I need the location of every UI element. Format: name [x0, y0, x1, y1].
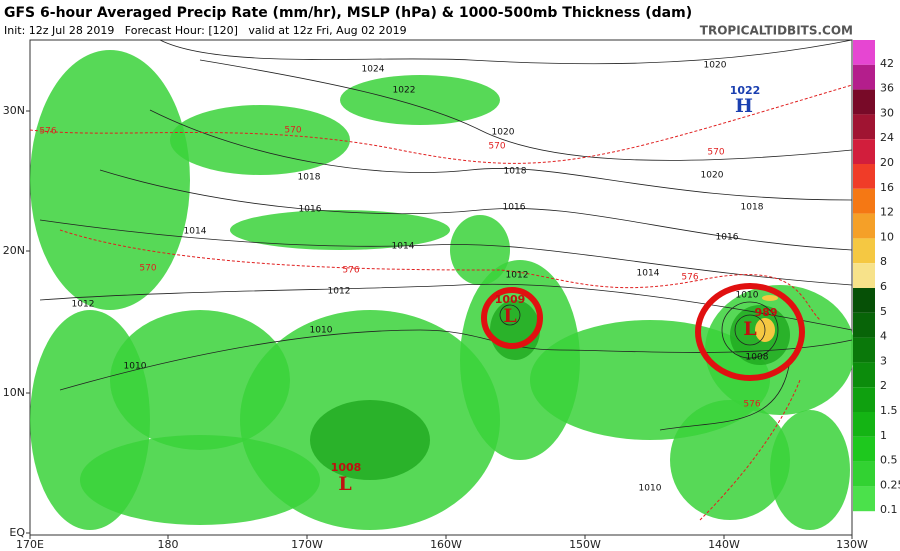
isobar-label: 1012 — [328, 287, 351, 297]
pressure-centers: 1022 H 1008 L 1009 L 989 L — [331, 84, 778, 495]
isobar-label: 1016 — [299, 205, 322, 215]
colorbar-label: 20 — [880, 156, 894, 169]
isobar-label: 1008 — [746, 353, 769, 363]
low-symbol: L — [338, 473, 351, 495]
lon-label: 170E — [16, 538, 44, 551]
colorbar-label: 0.1 — [880, 503, 898, 516]
lat-label: 10N — [3, 386, 25, 399]
isobar-label: 1014 — [184, 227, 207, 237]
low-pressure: 989 — [755, 306, 778, 319]
colorbar-cell — [853, 486, 875, 512]
map: 1024 1022 1020 1020 1018 1020 1018 1016 … — [29, 39, 855, 536]
isobar-label: 1012 — [72, 300, 95, 310]
colorbar-cell — [853, 89, 875, 115]
isobar-label: 1010 — [310, 326, 333, 336]
colorbar-label: 24 — [880, 131, 894, 144]
high-pressure: 1022 — [730, 84, 761, 97]
colorbar-label: 0.5 — [880, 454, 898, 467]
colorbar-label: 12 — [880, 206, 894, 219]
init-line: Init: 12z Jul 28 2019 Forecast Hour: [12… — [4, 24, 407, 37]
colorbar-cell — [853, 312, 875, 338]
thickness-label: 570 — [284, 126, 301, 136]
lat-label: 30N — [3, 104, 25, 117]
low-pressure: 1009 — [495, 293, 526, 306]
low-symbol: L — [503, 305, 516, 327]
isobar-label: 1014 — [637, 269, 660, 279]
isobar-label: 1022 — [393, 86, 416, 96]
thickness-labels: 576 570 570 570 570 576 576 576 — [39, 126, 760, 410]
colorbar-label: 4 — [880, 330, 887, 343]
colorbar-cell — [853, 263, 875, 288]
thickness-label: 570 — [139, 264, 156, 274]
lat-label: 20N — [3, 244, 25, 257]
source: TROPICALTIDBITS.COM — [700, 24, 853, 38]
isobar-label: 1024 — [362, 65, 385, 75]
colorbar-cell — [853, 387, 875, 412]
thickness-label: 570 — [707, 148, 724, 158]
colorbar-label: 42 — [880, 57, 894, 70]
colorbar-label: 1 — [880, 429, 887, 442]
isobar-label: 1018 — [741, 203, 764, 213]
axes: 170E 180 170W 160W 150W 140W 130W 30N 20N 10N EQ — [3, 104, 868, 551]
thickness-label: 570 — [488, 142, 505, 152]
isobar-label: 1018 — [298, 173, 321, 183]
colorbar-cell — [853, 164, 875, 189]
thickness-label: 576 — [39, 127, 56, 137]
colorbar-label: 0.25 — [880, 478, 900, 491]
isobar-label: 1016 — [716, 233, 739, 243]
colorbar-cell — [853, 337, 875, 363]
colorbar-cell — [853, 362, 875, 388]
colorbar-label: 36 — [880, 82, 894, 95]
title: GFS 6-hour Averaged Precip Rate (mm/hr),… — [4, 5, 692, 21]
thickness-lines — [29, 84, 853, 521]
thickness-label: 576 — [681, 273, 698, 283]
high-symbol: H — [735, 95, 753, 117]
colorbar-cell — [853, 238, 875, 264]
isobar-label: 1014 — [392, 242, 415, 252]
lon-label: 140W — [708, 538, 740, 551]
thickness-label: 576 — [743, 400, 760, 410]
colorbar-cell — [853, 436, 875, 462]
colorbar-cell — [853, 139, 875, 164]
lon-label: 160W — [430, 538, 462, 551]
isobar-label: 1018 — [504, 167, 527, 177]
colorbar-label: 6 — [880, 280, 887, 293]
low-pressure: 1008 — [331, 461, 362, 474]
colorbar-label: 2 — [880, 379, 887, 392]
colorbar-label: 10 — [880, 230, 894, 243]
isobar-lines — [39, 39, 853, 431]
colorbar: 42 36 30 24 20 16 12 10 8 6 5 4 3 2 1.5 1 0.5 0.25 0.1 — [853, 40, 900, 516]
isobar-label: 1010 — [736, 291, 759, 301]
isobar-label: 1020 — [701, 171, 724, 181]
colorbar-cell — [853, 188, 875, 214]
low-symbol: L — [743, 318, 756, 340]
colorbar-cell — [853, 213, 875, 239]
isobar-labels: 1024 1022 1020 1020 1018 1020 1018 1016 … — [72, 61, 769, 494]
isobar-label: 1016 — [503, 203, 526, 213]
colorbar-label: 5 — [880, 305, 887, 318]
colorbar-cell — [853, 114, 875, 140]
colorbar-label: 1.5 — [880, 404, 898, 417]
thickness-label: 576 — [342, 266, 359, 276]
lon-label: 150W — [569, 538, 601, 551]
colorbar-label: 8 — [880, 255, 887, 268]
isobar-label: 1012 — [506, 271, 529, 281]
lon-label: 130W — [836, 538, 868, 551]
lat-label: EQ — [9, 526, 25, 539]
colorbar-cell — [853, 64, 875, 90]
colorbar-cell — [853, 40, 875, 65]
colorbar-cell — [853, 412, 875, 437]
colorbar-label: 16 — [880, 181, 894, 194]
colorbar-cell — [853, 461, 875, 487]
isobar-label: 1010 — [124, 362, 147, 372]
isobar-label: 1020 — [704, 61, 727, 71]
isobar-label: 1020 — [492, 128, 515, 138]
isobar-label: 1010 — [639, 484, 662, 494]
colorbar-label: 30 — [880, 106, 894, 119]
colorbar-cell — [853, 288, 875, 313]
colorbar-label: 3 — [880, 354, 887, 367]
lon-label: 170W — [291, 538, 323, 551]
lon-label: 180 — [158, 538, 179, 551]
